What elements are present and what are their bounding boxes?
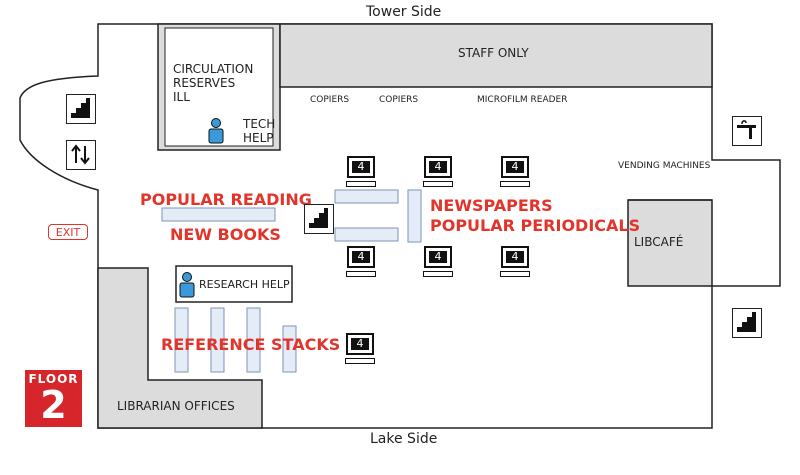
- computer-icon: 4: [346, 156, 377, 194]
- stairs-icon: [66, 94, 96, 124]
- stairs-icon: [304, 204, 334, 234]
- computer-number: 4: [506, 251, 524, 263]
- copiers-label-1: COPIERS: [310, 95, 350, 105]
- stairs-icon: [732, 308, 762, 338]
- circulation-line-3: ILL: [173, 90, 190, 104]
- computer-number: 4: [506, 161, 524, 173]
- shelf-reference-4: [282, 325, 297, 373]
- librarian-offices-label: LIBRARIAN OFFICES: [117, 399, 235, 413]
- tech-help-label: TECH HELP: [243, 117, 275, 145]
- shelf-periodicals-vertical: [407, 189, 422, 243]
- computer-number: 4: [352, 161, 370, 173]
- computer-number: 4: [429, 161, 447, 173]
- copiers-label-2: COPIERS: [379, 95, 419, 105]
- computer-number: 4: [352, 251, 370, 263]
- elevator-icon: [66, 140, 96, 170]
- computer-icon: 4: [423, 156, 454, 194]
- floor-word: FLOOR: [28, 372, 79, 386]
- circulation-label: CIRCULATION RESERVES ILL: [173, 62, 253, 104]
- tower-side-label: Tower Side: [366, 4, 442, 20]
- person-icon: [178, 272, 196, 298]
- computer-icon: 4: [500, 246, 531, 284]
- libcafe-room: [627, 199, 713, 287]
- computer-number: 4: [429, 251, 447, 263]
- libcafe-label: LIBCAFÉ: [634, 235, 684, 249]
- new-books-label: NEW BOOKS: [170, 225, 281, 244]
- tech-help-line-1: TECH: [243, 117, 276, 131]
- computer-icon: 4: [345, 333, 376, 371]
- computer-icon: 4: [346, 246, 377, 284]
- research-help-desk: [175, 265, 293, 303]
- staff-only-room: [279, 23, 713, 88]
- floor-number: 2: [40, 383, 67, 427]
- vending-machines-label: VENDING MACHINES: [618, 161, 711, 171]
- floor-badge: FLOOR 2: [25, 370, 82, 427]
- water-fountain-icon: [732, 116, 762, 146]
- reference-stacks-label: REFERENCE STACKS: [161, 335, 341, 354]
- librarian-offices-room: [97, 267, 263, 429]
- exit-sign: EXIT: [48, 224, 88, 240]
- computer-number: 4: [351, 338, 369, 350]
- research-help-label: RESEARCH HELP: [199, 278, 290, 291]
- circulation-line-1: CIRCULATION: [173, 62, 254, 76]
- lake-side-label: Lake Side: [370, 431, 438, 447]
- computer-icon: 4: [500, 156, 531, 194]
- shelf-reference-3: [246, 307, 261, 373]
- shelf-reference-1: [174, 307, 189, 373]
- newspapers-label: NEWSPAPERS: [430, 196, 553, 215]
- microfilm-label: MICROFILM READER: [477, 95, 568, 105]
- popular-periodicals-label: POPULAR PERIODICALS: [430, 216, 641, 235]
- shelf-periodicals-bottom: [334, 227, 399, 242]
- popular-reading-label: POPULAR READING: [140, 190, 312, 209]
- shelf-popular-reading: [161, 207, 276, 222]
- computer-icon: 4: [423, 246, 454, 284]
- person-icon: [207, 118, 225, 144]
- shelf-periodicals-top: [334, 189, 399, 204]
- staff-only-label: STAFF ONLY: [458, 46, 529, 60]
- circulation-line-2: RESERVES: [173, 76, 236, 90]
- shelf-reference-2: [210, 307, 225, 373]
- tech-help-line-2: HELP: [243, 131, 274, 145]
